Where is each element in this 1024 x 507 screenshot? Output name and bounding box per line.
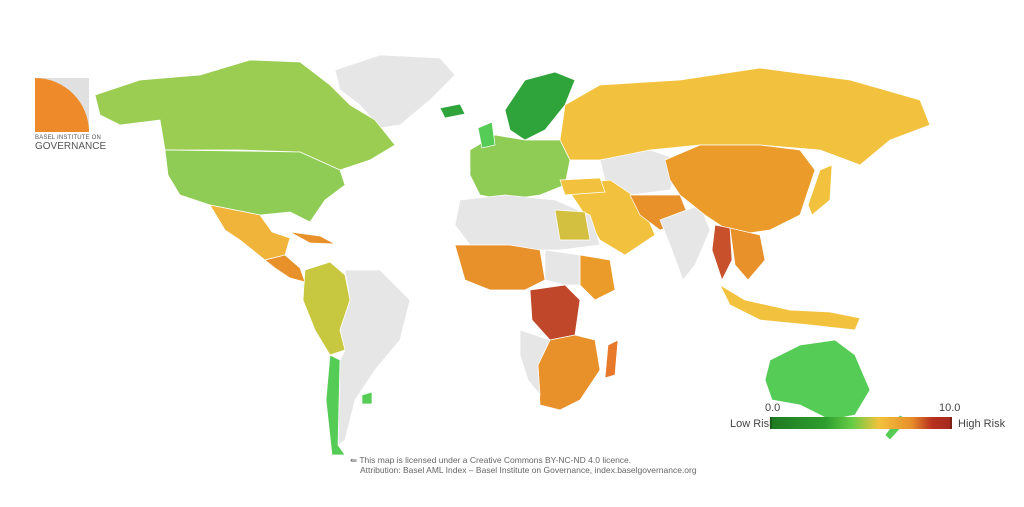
logo-line1: BASEL INSTITUTE ON (35, 135, 102, 141)
region-russia[interactable] (559, 67, 931, 166)
region-madagascar[interactable] (604, 339, 619, 379)
logo-mark (35, 78, 89, 132)
legend-max: 10.0 (939, 402, 961, 414)
region-indonesia[interactable] (719, 284, 861, 331)
region-central-asia[interactable] (599, 149, 681, 196)
region-chile[interactable] (325, 354, 346, 456)
license-credit: ⇚ This map is licensed under a Creative … (350, 455, 697, 475)
cc-icon: ⇚ (350, 455, 360, 465)
logo-line2: GOVERNANCE (35, 141, 107, 152)
region-egypt[interactable] (554, 209, 591, 241)
region-angola-namibia[interactable] (519, 329, 551, 397)
region-central-america[interactable] (264, 254, 306, 283)
risk-legend: 0.0 10.0 Low Risk High Risk (725, 402, 1015, 432)
region-china[interactable] (664, 144, 816, 236)
region-uk[interactable] (477, 121, 496, 149)
legend-low-label: Low Risk (730, 418, 775, 430)
region-drc[interactable] (529, 284, 581, 341)
region-usa[interactable] (164, 149, 346, 223)
credit-line1: This map is licensed under a Creative Co… (359, 455, 632, 465)
region-canada[interactable] (94, 59, 396, 171)
credit-line2: Attribution: Basel AML Index – Basel Ins… (360, 465, 697, 475)
region-west-africa[interactable] (454, 244, 546, 291)
basel-institute-logo: BASEL INSTITUTE ON GOVERNANCE (35, 78, 107, 152)
legend-min: 0.0 (765, 402, 781, 414)
region-caribbean[interactable] (289, 231, 336, 245)
region-turkey[interactable] (559, 177, 606, 196)
region-australia[interactable] (764, 339, 871, 421)
region-myanmar[interactable] (711, 224, 733, 281)
region-mexico[interactable] (209, 204, 291, 261)
region-uruguay[interactable] (361, 391, 373, 405)
region-se-asia[interactable] (729, 227, 766, 281)
legend-color-scale (770, 417, 952, 429)
legend-high-label: High Risk (958, 418, 1006, 430)
region-south-america[interactable] (337, 269, 411, 446)
region-east-africa[interactable] (579, 254, 616, 301)
region-iceland[interactable] (439, 103, 466, 119)
region-central-africa[interactable] (544, 249, 581, 286)
region-greenland[interactable] (334, 54, 456, 129)
region-japan[interactable] (807, 164, 833, 216)
